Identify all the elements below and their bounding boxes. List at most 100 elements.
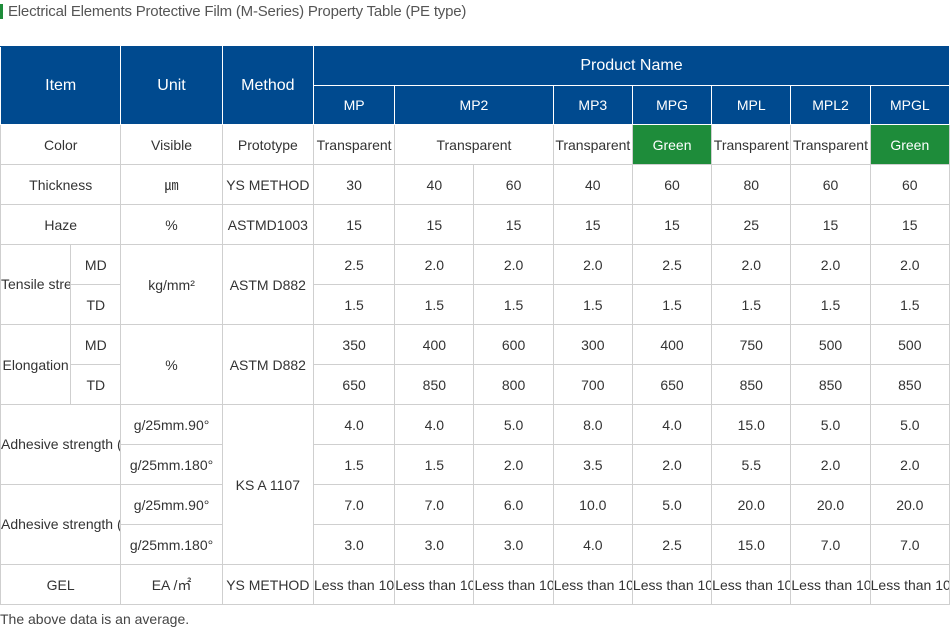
value-cell: 5.0 [790,404,871,445]
value-cell: 5.0 [473,404,554,445]
value-cell: 7.0 [869,524,950,565]
value-cell: 350 [312,324,396,365]
value-cell: 300 [552,324,633,365]
unit-cell: Visible [120,124,223,165]
value-cell: 400 [631,324,713,365]
value-cell: 850 [869,364,950,405]
value-cell: 2.0 [869,244,950,285]
sub-label: TD [70,364,122,405]
value-cell: 1.5 [711,284,792,325]
value-cell: 15 [394,204,475,245]
value-cell: 15 [869,204,950,245]
value-cell: 40 [552,164,633,205]
header-product-name: Product Name [312,46,950,86]
value-cell: 7.0 [790,524,871,565]
value-cell: Transparent [711,124,792,165]
value-cell: 3.0 [312,524,396,565]
value-cell-green: Green [631,124,713,165]
row-label: Adhesive strength (PMMA sheet) [0,484,122,565]
table-row-elongation-md: Elongation MD % ASTM D882 350 400 600 30… [0,324,950,405]
header-unit: Unit [120,46,223,125]
method-cell: ASTM D882 [221,324,314,405]
value-cell: 5.0 [869,404,950,445]
value-cell: 4.0 [394,404,475,445]
unit-cell: % [120,324,223,405]
value-cell: 700 [552,364,633,405]
unit-cell: g/25mm.180° [120,444,223,485]
value-cell: Less than 10 [394,564,475,605]
value-cell: Less than 10 [790,564,871,605]
value-cell: 60 [631,164,713,205]
method-cell: ASTM D882 [221,244,314,325]
row-label: Elongation [0,324,72,405]
value-cell: 2.0 [473,444,554,485]
table-row-adhesive-pmma-90: Adhesive strength (PMMA sheet) g/25mm.90… [0,484,950,565]
value-cell: 6.0 [473,484,554,525]
value-cell: Transparent [552,124,633,165]
value-cell: 4.0 [552,524,633,565]
table-row-color: Color Visible Prototype Transparent Tran… [0,124,950,165]
value-cell: 1.5 [312,284,396,325]
unit-cell: g/25mm.90° [120,484,223,525]
value-cell: 3.0 [394,524,475,565]
value-cell: 2.0 [631,444,713,485]
unit-cell: kg/mm² [120,244,223,325]
header-product: MP3 [552,85,633,125]
header-product: MPL2 [790,85,871,125]
value-cell: 1.5 [394,444,475,485]
header-product: MPG [631,85,713,125]
value-cell: 1.5 [631,284,713,325]
header-product: MP2 [394,85,554,125]
value-cell: 2.5 [312,244,396,285]
value-cell: Less than 10 [552,564,633,605]
footnote: The above data is an average. [0,611,190,627]
unit-cell: g/25mm.180° [120,524,223,565]
value-cell: 1.5 [312,444,396,485]
method-cell: YS METHOD [221,564,314,605]
header-method: Method [221,46,314,125]
value-cell: 2.5 [631,524,713,565]
unit-cell: EA /㎡ [120,564,223,605]
property-table: Item Unit Method Product Name MP MP2 MP3… [0,46,950,605]
value-cell: 15 [631,204,713,245]
row-label: Adhesive strength (glass plate) [0,404,122,485]
header-product: MPL [711,85,792,125]
unit-cell: ㎛ [120,164,223,205]
value-cell: 60 [869,164,950,205]
row-label: Thickness [0,164,122,205]
value-cell: 850 [711,364,792,405]
value-cell: 7.0 [394,484,475,525]
value-cell: 15 [552,204,633,245]
value-cell: 25 [711,204,792,245]
table-row-gel: GEL EA /㎡ YS METHOD Less than 10 Less th… [0,564,950,605]
value-cell: Transparent [312,124,396,165]
value-cell: 20.0 [790,484,871,525]
value-cell: 8.0 [552,404,633,445]
value-cell: 2.0 [473,244,554,285]
value-cell-green: Green [869,124,950,165]
row-label: GEL [0,564,122,605]
value-cell: Transparent [790,124,871,165]
header-product: MPGL [869,85,950,125]
value-cell: 20.0 [869,484,950,525]
value-cell: 1.5 [790,284,871,325]
value-cell: 500 [869,324,950,365]
table-title-row: Electrical Elements Protective Film (M-S… [0,0,466,22]
value-cell: 2.0 [394,244,475,285]
value-cell: 15 [473,204,554,245]
value-cell: 60 [790,164,871,205]
value-cell: Less than 10 [711,564,792,605]
value-cell: 750 [711,324,792,365]
value-cell: 5.0 [631,484,713,525]
value-cell: 650 [312,364,396,405]
sub-label: MD [70,244,122,285]
value-cell: 2.5 [631,244,713,285]
value-cell: 850 [394,364,475,405]
method-cell: KS A 1107 [221,404,314,565]
value-cell: Less than 10 [869,564,950,605]
method-cell: YS METHOD [221,164,314,205]
unit-cell: % [120,204,223,245]
value-cell: 850 [790,364,871,405]
header-item: Item [0,46,122,125]
table-row-tensile-td: TD 1.5 1.5 1.5 1.5 1.5 1.5 1.5 1.5 [1,284,950,325]
